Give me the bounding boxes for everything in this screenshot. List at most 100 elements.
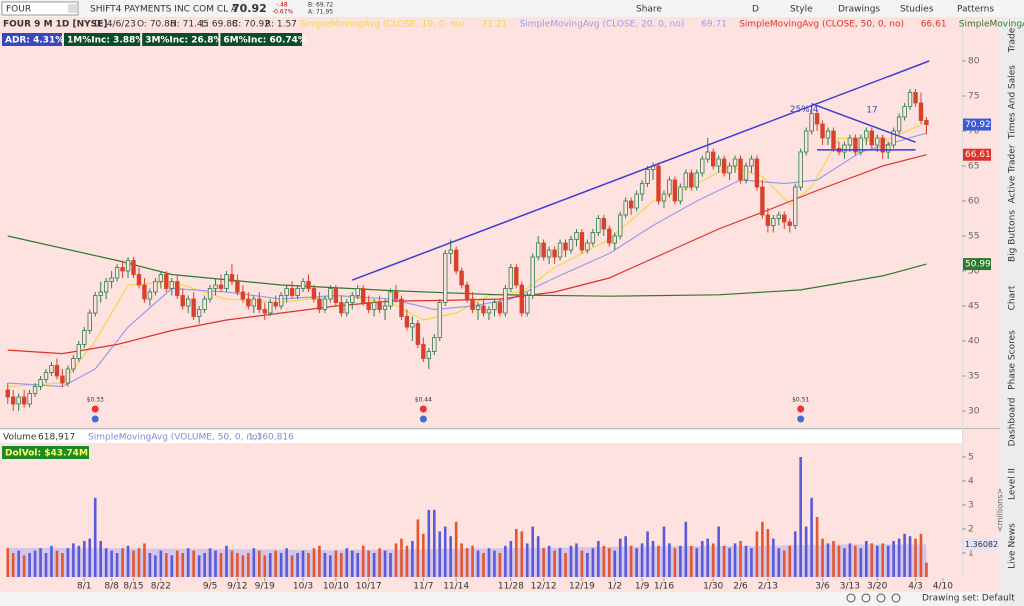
volume-bar [717, 526, 720, 577]
volume-bar [493, 550, 496, 577]
volume-bar [219, 553, 223, 577]
y-tick-label: 40 [968, 337, 980, 347]
volume-bar [881, 543, 885, 577]
candle-body [11, 396, 16, 405]
tab[interactable]: Level II [1008, 468, 1018, 500]
button[interactable]: D [752, 5, 759, 15]
tab[interactable]: Big Buttons [1008, 210, 1018, 262]
ohlc-range: R: 1.57 [265, 20, 297, 30]
badge-bg [2, 33, 62, 46]
candle-body [667, 179, 672, 195]
volume-bar [274, 550, 277, 577]
y-tick-label: 65 [968, 162, 979, 172]
x-tick-label: 3/20 [867, 582, 887, 592]
candle-body [765, 214, 771, 226]
candle-body [503, 288, 508, 314]
volume-bar [263, 555, 267, 577]
volume-bar [624, 536, 627, 577]
footer[interactable]: Drawing set: Default [922, 594, 1015, 604]
volume-bar [908, 536, 912, 577]
volume-bar [372, 553, 376, 577]
ohlc-open: O: 70.88 [137, 20, 176, 30]
button[interactable]: Studies [900, 5, 934, 15]
button[interactable]: Style [790, 5, 813, 15]
y-tick-label: 45 [968, 302, 979, 312]
dividend-icon [419, 405, 427, 413]
candle-body [525, 295, 530, 314]
button[interactable]: Patterns [957, 5, 994, 15]
candle-body [202, 298, 207, 310]
icon[interactable] [876, 593, 886, 603]
candle-body [224, 274, 229, 289]
badge: ADR: 4.31% [5, 36, 64, 46]
tab[interactable]: Times And Sales [1008, 65, 1018, 140]
candle-body [749, 158, 754, 167]
tab[interactable]: Phase Scores [1008, 330, 1018, 390]
tab[interactable]: Active Trader [1008, 144, 1018, 203]
symbol-box[interactable] [1, 1, 79, 16]
ask: A: 71.95 [308, 9, 333, 16]
icon[interactable] [861, 593, 871, 603]
candle-body [459, 270, 464, 286]
volume-bar [772, 538, 775, 577]
volume-bar [531, 526, 535, 577]
volume-bar [323, 553, 327, 577]
candle-body [21, 396, 27, 405]
annotation: 25%/4 [790, 105, 819, 115]
candle-body [574, 232, 579, 240]
candle-body [831, 130, 836, 149]
candle-body [891, 130, 896, 146]
zoom-icons[interactable] [846, 593, 901, 603]
x-tick-label: 9/19 [255, 582, 275, 592]
volume-bar [750, 548, 753, 577]
tab-strip [1000, 17, 1024, 606]
volume-bar [77, 545, 81, 577]
volume-bar [482, 553, 485, 577]
volume-bar [104, 548, 108, 577]
candle-body [240, 291, 246, 300]
candle-body [721, 158, 727, 174]
annotation: 17 [866, 106, 877, 116]
dropdown[interactable] [68, 4, 77, 13]
tab[interactable]: Live News [1008, 523, 1018, 569]
study-label: SimpleMovingAvg (CLOSE, 50, 0, no) [739, 20, 904, 30]
x-tick-label: 12/19 [569, 582, 595, 592]
tab[interactable]: Trade [1008, 27, 1018, 53]
volume-bar [345, 548, 349, 577]
dividend-icon [91, 405, 99, 413]
volume-bar [230, 550, 234, 577]
volume-label: 1,360,816 [248, 433, 294, 443]
ohlc-low: L: 69.88 [201, 20, 238, 30]
average-tag [963, 538, 999, 551]
tab[interactable]: Dashboard [1008, 398, 1018, 447]
symbol[interactable]: FOUR [6, 5, 31, 15]
button[interactable]: Drawings [838, 5, 880, 15]
x-tick-label: 1/2 [608, 582, 622, 592]
y-tick-label: 50 [968, 267, 980, 277]
x-tick-label: 4/3 [908, 582, 922, 592]
candle-body [590, 232, 596, 244]
volume-bar [733, 543, 737, 577]
ohlc-date: D: 4/6/23 [94, 20, 136, 30]
candle-body [743, 165, 749, 181]
tab[interactable]: Chart [1008, 285, 1018, 310]
candle-body [246, 298, 251, 307]
trendline[interactable] [351, 60, 930, 281]
trendline[interactable] [811, 102, 916, 143]
price-tag-label: 66.61 [965, 150, 991, 160]
x-tick-label: 11/28 [498, 582, 524, 592]
candle-body [634, 193, 639, 209]
x-tick-label: 8/8 [104, 582, 119, 592]
candle-body [235, 281, 240, 293]
icon[interactable] [846, 593, 856, 603]
price-pane [0, 17, 1000, 428]
icon[interactable] [891, 593, 901, 603]
candle-body [661, 193, 667, 202]
button[interactable]: Share [636, 5, 662, 15]
volume-bar [236, 553, 239, 577]
dividend-icon [797, 405, 805, 413]
volume-bar [148, 553, 152, 577]
change: -.48 [276, 2, 288, 9]
x-tick-label: 10/17 [356, 582, 382, 592]
